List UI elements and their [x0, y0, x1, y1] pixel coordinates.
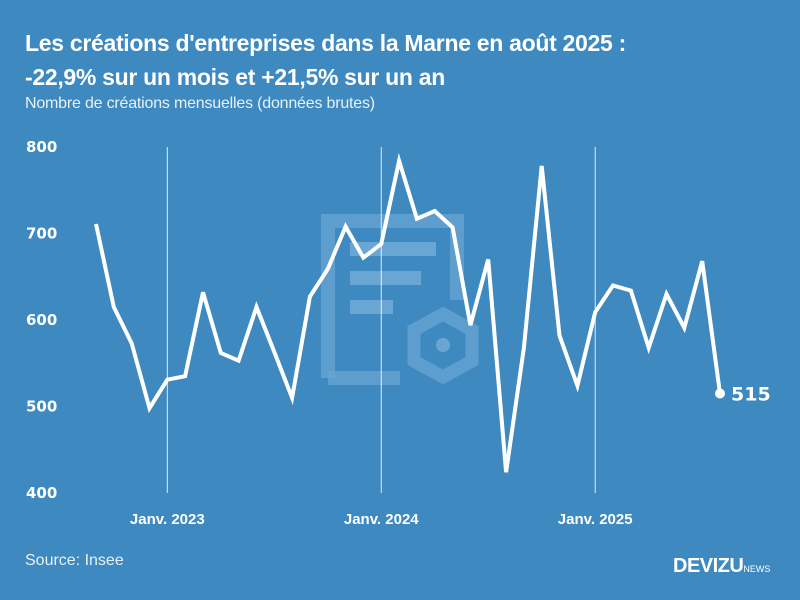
source-label: Source: Insee — [25, 552, 124, 569]
chart-subtitle: Nombre de créations mensuelles (données … — [25, 95, 375, 112]
title-line-1: Les créations d'entreprises dans la Marn… — [25, 30, 626, 56]
x-tick-label: Janv. 2023 — [130, 511, 205, 528]
chart-title: Les créations d'entreprises dans la Marn… — [25, 26, 626, 94]
last-point-marker — [715, 388, 725, 399]
watermark-icon — [321, 214, 479, 385]
watermark-bar-3 — [350, 300, 393, 314]
title-line-2: -22,9% sur un mois et +21,5% sur un an — [25, 64, 445, 90]
logo-main: DEVIZU — [673, 555, 744, 577]
x-tick-label: Janv. 2025 — [558, 511, 633, 528]
y-tick-label: 400 — [26, 484, 57, 502]
watermark-bar-2 — [350, 271, 421, 285]
y-tick-label: 700 — [26, 225, 57, 243]
devizu-logo: DEVIZUNEWS — [673, 555, 770, 578]
watermark-circle — [436, 338, 450, 352]
y-tick-label: 800 — [26, 138, 57, 156]
y-tick-label: 500 — [26, 398, 57, 416]
last-value-label: 515 — [731, 384, 771, 406]
logo-sub: NEWS — [743, 564, 771, 574]
y-tick-label: 600 — [26, 311, 57, 329]
series-line — [94, 152, 722, 473]
watermark-hexagon-icon — [407, 306, 479, 385]
x-tick-label: Janv. 2024 — [344, 511, 419, 528]
